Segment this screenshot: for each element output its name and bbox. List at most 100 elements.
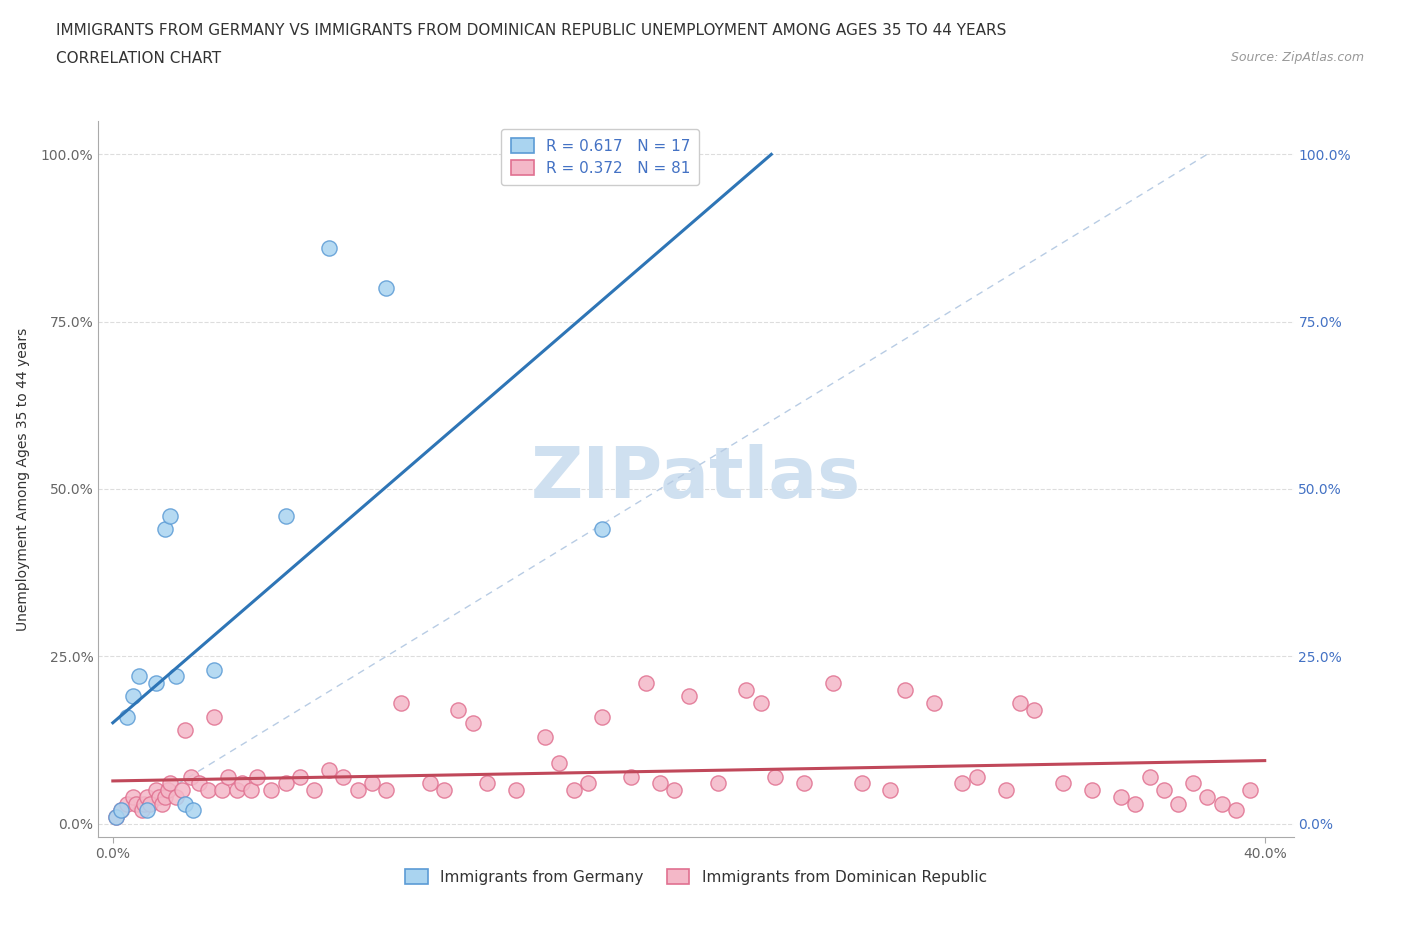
Point xyxy=(361,776,384,790)
Point xyxy=(1139,769,1161,784)
Point xyxy=(104,809,127,824)
Point xyxy=(188,776,211,790)
Text: ZIPatlas: ZIPatlas xyxy=(531,445,860,513)
Point xyxy=(274,776,297,790)
Text: IMMIGRANTS FROM GERMANY VS IMMIGRANTS FROM DOMINICAN REPUBLIC UNEMPLOYMENT AMONG: IMMIGRANTS FROM GERMANY VS IMMIGRANTS FR… xyxy=(56,23,1007,38)
Point xyxy=(1153,783,1175,798)
Text: Source: ZipAtlas.com: Source: ZipAtlas.com xyxy=(1230,51,1364,64)
Point xyxy=(122,689,145,704)
Text: CORRELATION CHART: CORRELATION CHART xyxy=(56,51,221,66)
Point xyxy=(246,769,269,784)
Point xyxy=(156,783,179,798)
Point xyxy=(851,776,873,790)
Point xyxy=(225,783,247,798)
Point xyxy=(318,763,340,777)
Point xyxy=(1052,776,1074,790)
Point xyxy=(304,783,326,798)
Point xyxy=(576,776,599,790)
Point xyxy=(461,716,484,731)
Point xyxy=(1197,790,1219,804)
Point xyxy=(648,776,671,790)
Point xyxy=(477,776,499,790)
Point xyxy=(735,683,758,698)
Point xyxy=(240,783,263,798)
Point xyxy=(165,790,187,804)
Point xyxy=(533,729,555,744)
Point xyxy=(173,723,195,737)
Point xyxy=(346,783,368,798)
Point xyxy=(1181,776,1204,790)
Point xyxy=(170,783,193,798)
Point xyxy=(131,803,153,817)
Point xyxy=(197,783,219,798)
Point xyxy=(211,783,233,798)
Point xyxy=(1225,803,1247,817)
Point xyxy=(763,769,786,784)
Point xyxy=(706,776,728,790)
Point xyxy=(332,769,354,784)
Point xyxy=(110,803,132,817)
Point xyxy=(620,769,643,784)
Point xyxy=(134,796,156,811)
Point xyxy=(664,783,686,798)
Point xyxy=(153,522,176,537)
Point xyxy=(419,776,441,790)
Point xyxy=(115,796,138,811)
Point xyxy=(591,709,613,724)
Point xyxy=(634,675,657,690)
Point xyxy=(447,702,470,717)
Point xyxy=(274,509,297,524)
Point xyxy=(202,662,225,677)
Point xyxy=(1081,783,1104,798)
Y-axis label: Unemployment Among Ages 35 to 44 years: Unemployment Among Ages 35 to 44 years xyxy=(15,327,30,631)
Point xyxy=(180,769,202,784)
Point xyxy=(389,696,412,711)
Point xyxy=(591,522,613,537)
Point xyxy=(678,689,700,704)
Point xyxy=(128,669,150,684)
Point xyxy=(893,683,915,698)
Point xyxy=(749,696,772,711)
Point xyxy=(433,783,456,798)
Point xyxy=(110,803,132,817)
Point xyxy=(150,796,173,811)
Point xyxy=(562,783,585,798)
Point xyxy=(1123,796,1146,811)
Point xyxy=(1239,783,1261,798)
Point xyxy=(139,796,162,811)
Point xyxy=(375,783,398,798)
Point xyxy=(104,809,127,824)
Point xyxy=(505,783,527,798)
Point xyxy=(231,776,253,790)
Point xyxy=(375,281,398,296)
Point xyxy=(145,675,167,690)
Point xyxy=(1211,796,1233,811)
Point xyxy=(159,509,181,524)
Point xyxy=(136,790,159,804)
Point xyxy=(922,696,945,711)
Point xyxy=(183,803,205,817)
Point xyxy=(202,709,225,724)
Point xyxy=(879,783,901,798)
Point xyxy=(950,776,973,790)
Point xyxy=(1109,790,1132,804)
Point xyxy=(165,669,187,684)
Point xyxy=(217,769,239,784)
Point xyxy=(1024,702,1046,717)
Point xyxy=(153,790,176,804)
Point xyxy=(122,790,145,804)
Point xyxy=(145,783,167,798)
Point xyxy=(288,769,311,784)
Point xyxy=(260,783,283,798)
Point xyxy=(966,769,988,784)
Point xyxy=(125,796,148,811)
Point xyxy=(1008,696,1031,711)
Point xyxy=(136,803,159,817)
Point xyxy=(548,756,571,771)
Point xyxy=(159,776,181,790)
Point xyxy=(318,241,340,256)
Point xyxy=(793,776,815,790)
Point xyxy=(115,709,138,724)
Point xyxy=(994,783,1017,798)
Point xyxy=(148,790,170,804)
